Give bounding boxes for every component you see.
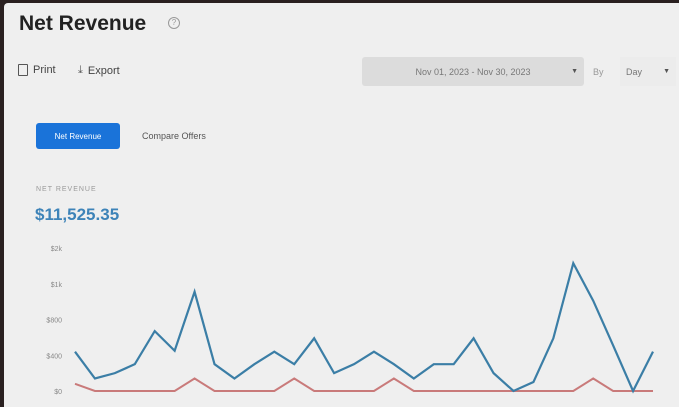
metric-label: NET REVENUE	[36, 186, 97, 193]
help-icon[interactable]: ?	[168, 17, 180, 29]
page-title: Net Revenue	[19, 12, 147, 35]
tab-net-revenue[interactable]: Net Revenue	[36, 123, 120, 149]
export-button[interactable]: ⤓ Export	[78, 64, 120, 77]
date-range-value: Nov 01, 2023 - Nov 30, 2023	[415, 66, 531, 77]
y-tick-label: $800	[46, 318, 62, 325]
granularity-select[interactable]: Day ▼	[620, 57, 676, 86]
print-button[interactable]: Print	[18, 64, 56, 76]
print-icon	[18, 64, 28, 76]
metric-value: $11,525.35	[35, 205, 120, 224]
caret-down-icon: ▼	[663, 68, 670, 75]
download-icon: ⤓	[78, 64, 83, 76]
print-label: Print	[33, 64, 56, 76]
y-tick-label: $400	[46, 353, 62, 360]
export-label: Export	[87, 64, 120, 77]
series-line-0	[74, 260, 654, 394]
tab-compare-offers[interactable]: Compare Offers	[142, 131, 206, 141]
by-label: By	[593, 67, 604, 77]
granularity-value: Day	[626, 66, 643, 77]
y-tick-label: $1k	[51, 282, 63, 289]
date-range-select[interactable]: Nov 01, 2023 - Nov 30, 2023 ▼	[362, 57, 584, 86]
series-line-1	[74, 377, 653, 392]
page: Net Revenue ? Print ⤓ Export Nov 01, 202…	[4, 3, 679, 407]
y-tick-label: $2k	[51, 246, 63, 253]
caret-down-icon: ▼	[571, 68, 578, 75]
y-tick-label: $0	[54, 389, 62, 396]
